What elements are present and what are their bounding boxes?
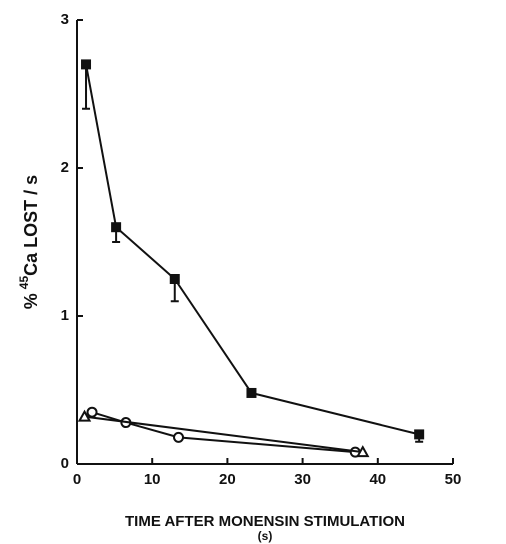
series-line bbox=[84, 415, 363, 454]
y-tick-label: 2 bbox=[61, 159, 69, 176]
y-tick-label: 3 bbox=[61, 11, 69, 28]
x-tick-label: 50 bbox=[445, 471, 462, 488]
marker bbox=[81, 59, 92, 70]
marker bbox=[356, 445, 370, 458]
marker bbox=[246, 387, 257, 398]
y-label-rest: Ca LOST / s bbox=[21, 175, 41, 276]
x-axis-unit: (s) bbox=[258, 529, 273, 543]
series-line bbox=[91, 411, 356, 454]
y-tick-label: 0 bbox=[61, 455, 69, 472]
error-bar bbox=[82, 64, 91, 110]
marker bbox=[111, 222, 122, 233]
x-tick-label: 40 bbox=[369, 471, 386, 488]
x-axis-label: TIME AFTER MONENSIN STIMULATION bbox=[125, 513, 405, 530]
y-label-prefix: % bbox=[21, 293, 41, 309]
x-tick-label: 30 bbox=[294, 471, 311, 488]
y-axis-label: % 45Ca LOST / s bbox=[17, 175, 41, 309]
marker bbox=[414, 429, 425, 440]
x-tick-label: 0 bbox=[73, 471, 81, 488]
marker bbox=[169, 274, 180, 284]
x-tick-label: 20 bbox=[219, 471, 236, 488]
x-tick-label: 10 bbox=[144, 471, 161, 488]
series-line bbox=[85, 64, 420, 436]
marker bbox=[77, 409, 92, 422]
marker bbox=[86, 406, 98, 418]
y-tick-label: 1 bbox=[61, 307, 69, 324]
y-label-sup: 45 bbox=[17, 276, 31, 290]
marker bbox=[173, 431, 185, 443]
